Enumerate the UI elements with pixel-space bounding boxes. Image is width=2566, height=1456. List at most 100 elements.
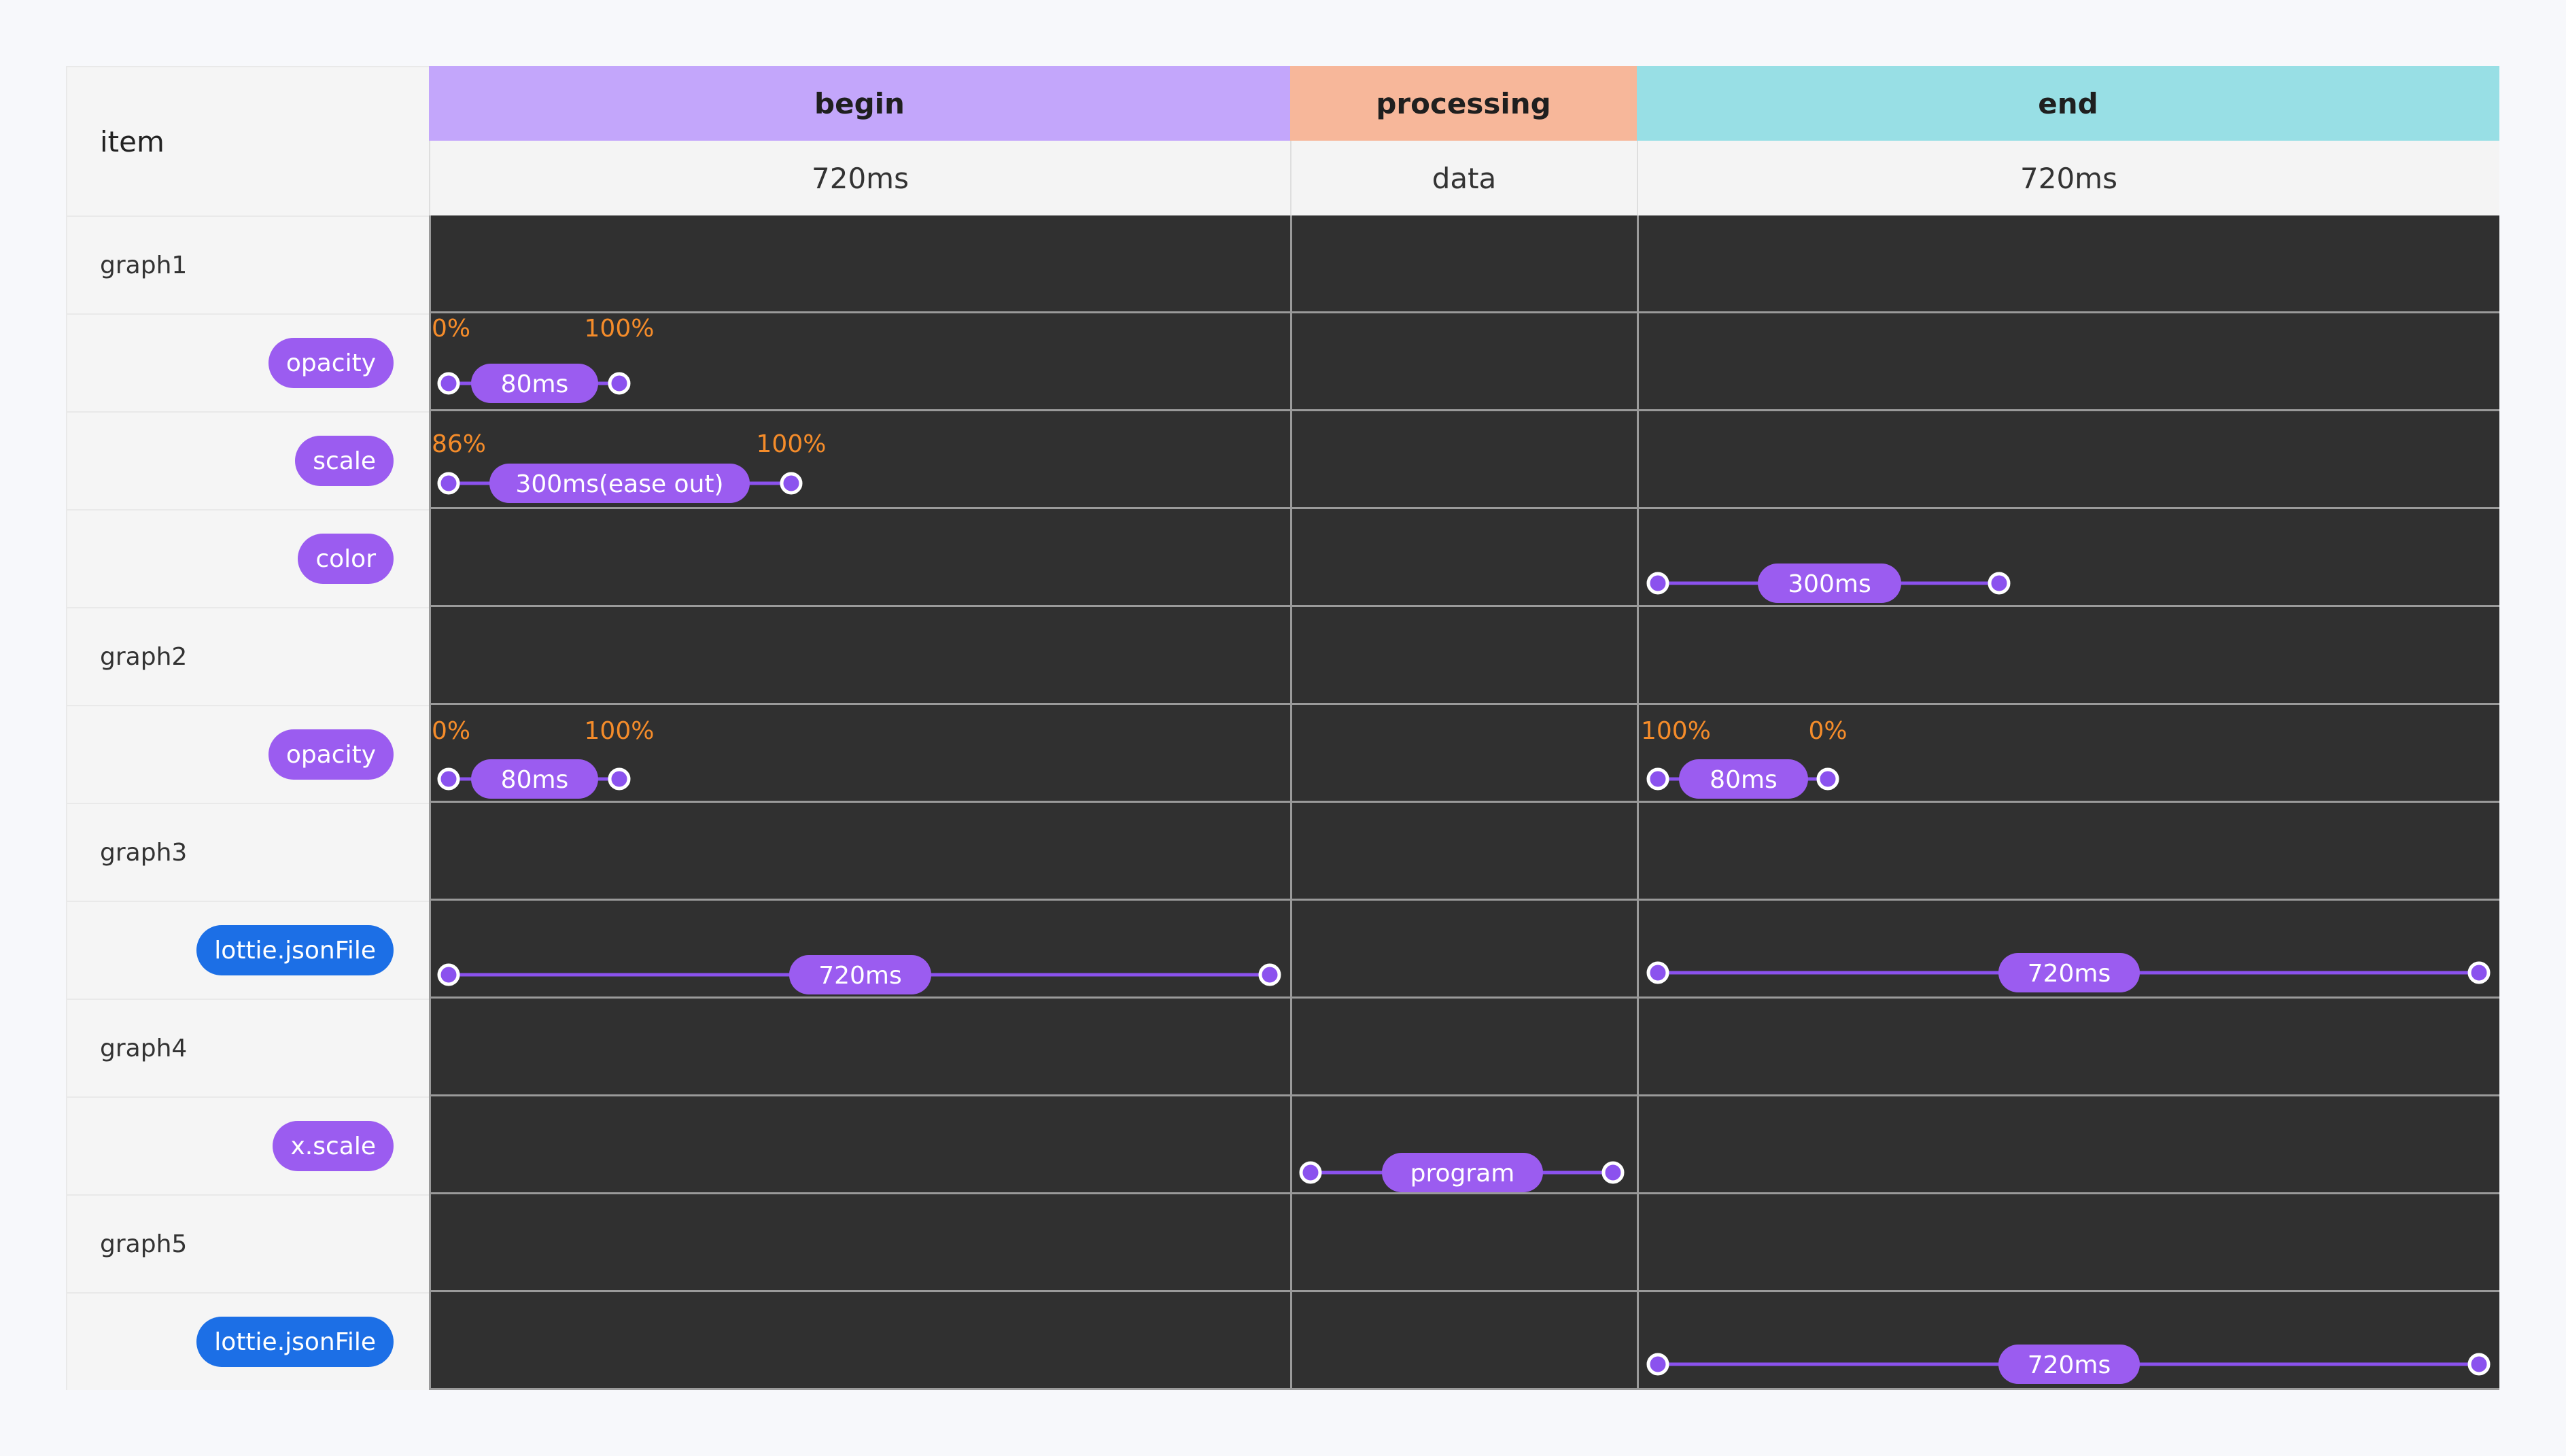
start-keyframe-handle[interactable] bbox=[437, 372, 460, 395]
property-tag[interactable]: opacity bbox=[268, 338, 394, 388]
phase-header-end: end bbox=[1637, 66, 2499, 141]
timeline-cell bbox=[429, 1194, 1290, 1292]
property-tag[interactable]: opacity bbox=[268, 729, 394, 780]
property-tag[interactable]: lottie.jsonFile bbox=[196, 1317, 394, 1367]
duration-label: 300ms bbox=[1788, 570, 1871, 598]
duration-pill[interactable] bbox=[471, 759, 598, 799]
duration-label: 80ms bbox=[1710, 766, 1778, 794]
end-keyframe-handle[interactable] bbox=[1816, 767, 1839, 791]
group-label: graph2 bbox=[66, 607, 429, 705]
duration-pill[interactable] bbox=[1382, 1153, 1543, 1192]
timeline-track: 720ms bbox=[1646, 953, 2491, 992]
duration-pill[interactable] bbox=[789, 955, 931, 994]
start-value-label: 0% bbox=[432, 717, 470, 745]
start-keyframe-handle[interactable] bbox=[437, 963, 460, 986]
phase-duration-begin: 720ms bbox=[429, 141, 1290, 215]
timeline-cell bbox=[429, 803, 1290, 901]
property-cell: opacity bbox=[66, 705, 429, 803]
timeline-cell bbox=[1637, 1194, 2499, 1292]
timeline-track: 300ms(ease out) 86% 100% bbox=[432, 430, 826, 503]
phase-header-begin: begin bbox=[429, 66, 1290, 141]
duration-label: 720ms bbox=[2028, 960, 2111, 988]
start-keyframe-handle[interactable] bbox=[1646, 572, 1669, 595]
timeline-track: 720ms bbox=[437, 955, 1281, 994]
timeline-track: 300ms bbox=[1646, 564, 2011, 603]
timeline-cell bbox=[1637, 215, 2499, 313]
start-value-label: 100% bbox=[1641, 717, 1711, 745]
start-value-label: 0% bbox=[432, 315, 470, 343]
timeline-track: 80ms 0% 100% bbox=[432, 315, 654, 403]
timeline-track: program bbox=[1299, 1153, 1625, 1192]
phase-duration-processing: data bbox=[1290, 141, 1637, 215]
end-keyframe-handle[interactable] bbox=[1988, 572, 2011, 595]
phase-duration-end: 720ms bbox=[1637, 141, 2499, 215]
end-value-label: 100% bbox=[585, 717, 655, 745]
property-tag[interactable]: scale bbox=[295, 436, 394, 486]
timeline-cell bbox=[429, 411, 1290, 509]
start-value-label: 86% bbox=[432, 430, 486, 458]
phase-header-processing: processing bbox=[1290, 66, 1637, 141]
property-cell: opacity bbox=[66, 313, 429, 411]
end-keyframe-handle[interactable] bbox=[780, 472, 803, 495]
timeline-cell bbox=[1637, 411, 2499, 509]
timeline-cell bbox=[1290, 1292, 1637, 1390]
timeline-cell bbox=[1637, 313, 2499, 411]
timeline-cell bbox=[1290, 215, 1637, 313]
property-cell: lottie.jsonFile bbox=[66, 1292, 429, 1390]
end-keyframe-handle[interactable] bbox=[1258, 963, 1281, 986]
property-tag[interactable]: color bbox=[298, 534, 394, 584]
property-tag[interactable]: x.scale bbox=[273, 1121, 394, 1171]
property-cell: scale bbox=[66, 411, 429, 509]
duration-label: 720ms bbox=[2028, 1351, 2111, 1379]
start-keyframe-handle[interactable] bbox=[437, 767, 460, 791]
timeline-track: 720ms bbox=[1646, 1345, 2491, 1384]
group-label: graph1 bbox=[66, 215, 429, 313]
start-keyframe-handle[interactable] bbox=[1646, 767, 1669, 791]
timeline-cell bbox=[429, 215, 1290, 313]
timeline-cell bbox=[1637, 1096, 2499, 1194]
duration-pill[interactable] bbox=[1998, 953, 2140, 992]
end-keyframe-handle[interactable] bbox=[608, 372, 631, 395]
timeline-cell bbox=[1290, 803, 1637, 901]
duration-label: 80ms bbox=[501, 766, 569, 794]
end-keyframe-handle[interactable] bbox=[2467, 961, 2491, 984]
timeline-track: 80ms 0% 100% bbox=[432, 717, 654, 799]
duration-label: program bbox=[1410, 1160, 1515, 1188]
duration-pill[interactable] bbox=[471, 364, 598, 403]
timeline-cell bbox=[1290, 313, 1637, 411]
start-keyframe-handle[interactable] bbox=[437, 472, 460, 495]
duration-pill[interactable] bbox=[1758, 564, 1901, 603]
start-keyframe-handle[interactable] bbox=[1646, 1353, 1669, 1376]
timeline-cell bbox=[429, 1292, 1290, 1390]
duration-label: 720ms bbox=[818, 962, 902, 990]
group-label: graph3 bbox=[66, 803, 429, 901]
timeline-cell bbox=[1637, 803, 2499, 901]
timeline-cell bbox=[1637, 999, 2499, 1096]
end-value-label: 100% bbox=[757, 430, 827, 458]
group-label: graph4 bbox=[66, 999, 429, 1096]
column-header-item: item bbox=[66, 66, 429, 215]
timeline-cell bbox=[1290, 607, 1637, 705]
start-keyframe-handle[interactable] bbox=[1299, 1161, 1322, 1184]
timeline-cell bbox=[1290, 1194, 1637, 1292]
end-keyframe-handle[interactable] bbox=[1601, 1161, 1625, 1184]
timeline-cell bbox=[429, 1096, 1290, 1194]
start-keyframe-handle[interactable] bbox=[1646, 961, 1669, 984]
timeline-cell bbox=[1637, 607, 2499, 705]
property-cell: color bbox=[66, 509, 429, 607]
timeline-cell bbox=[1290, 411, 1637, 509]
timeline-cell bbox=[429, 999, 1290, 1096]
timeline-cell bbox=[429, 509, 1290, 607]
timeline-cell bbox=[1290, 901, 1637, 999]
end-keyframe-handle[interactable] bbox=[2467, 1353, 2491, 1376]
property-tag[interactable]: lottie.jsonFile bbox=[196, 925, 394, 975]
duration-pill[interactable] bbox=[489, 464, 750, 503]
end-keyframe-handle[interactable] bbox=[608, 767, 631, 791]
group-label: graph5 bbox=[66, 1194, 429, 1292]
duration-pill[interactable] bbox=[1679, 759, 1808, 799]
property-cell: lottie.jsonFile bbox=[66, 901, 429, 999]
duration-pill[interactable] bbox=[1998, 1345, 2140, 1384]
end-value-label: 100% bbox=[585, 315, 655, 343]
